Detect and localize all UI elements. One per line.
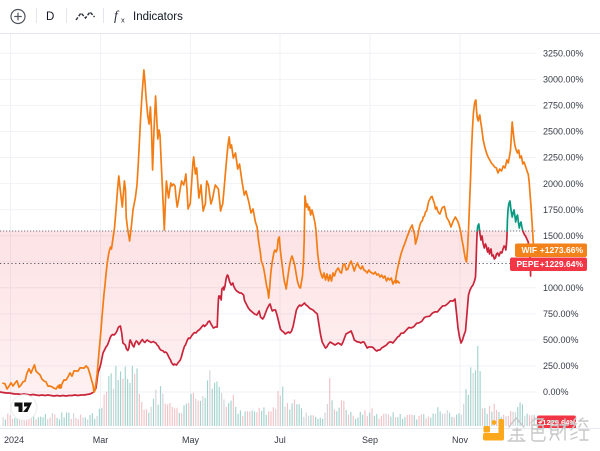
svg-text:Nov: Nov <box>452 435 469 445</box>
svg-text:0.00%: 0.00% <box>543 387 569 397</box>
svg-text:3000.00%: 3000.00% <box>543 75 584 85</box>
svg-text:+1229.64%: +1229.64% <box>538 418 576 427</box>
svg-text:2750.00%: 2750.00% <box>543 101 584 111</box>
svg-text:750.00%: 750.00% <box>543 309 579 319</box>
svg-text:3250.00%: 3250.00% <box>543 49 584 59</box>
svg-text:May: May <box>182 435 200 445</box>
svg-text:1000.00%: 1000.00% <box>543 283 584 293</box>
svg-text:2024: 2024 <box>4 435 24 445</box>
svg-text:2000.00%: 2000.00% <box>543 179 584 189</box>
svg-text:Sep: Sep <box>362 435 378 445</box>
svg-text:PEPE: PEPE <box>517 259 540 269</box>
svg-text:f: f <box>114 8 120 23</box>
svg-text:2500.00%: 2500.00% <box>543 127 584 137</box>
svg-text:500.00%: 500.00% <box>543 335 579 345</box>
svg-text:+1229.64%: +1229.64% <box>540 259 584 269</box>
svg-text:Jul: Jul <box>274 435 286 445</box>
svg-text:Mar: Mar <box>93 435 109 445</box>
svg-text:1750.00%: 1750.00% <box>543 205 584 215</box>
svg-text:WIF: WIF <box>522 245 538 255</box>
svg-text:Indicators: Indicators <box>133 11 183 23</box>
svg-text:x: x <box>121 16 125 25</box>
svg-text:2250.00%: 2250.00% <box>543 153 584 163</box>
svg-text:D: D <box>46 11 54 23</box>
svg-text:250.00%: 250.00% <box>543 361 579 371</box>
svg-text:+1273.66%: +1273.66% <box>540 245 584 255</box>
svg-text:1500.00%: 1500.00% <box>543 231 584 241</box>
